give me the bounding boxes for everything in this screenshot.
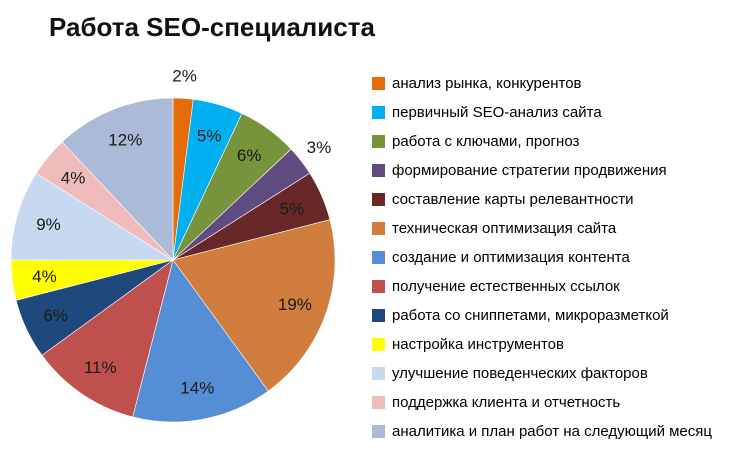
legend-label: формирование стратегии продвижения xyxy=(392,162,667,179)
legend-label: создание и оптимизация контента xyxy=(392,249,630,266)
legend-label: получение естественных ссылок xyxy=(392,278,620,295)
legend-item-6: техническая оптимизация сайта xyxy=(372,214,744,243)
legend-swatch-icon xyxy=(372,193,385,206)
legend-item-13: аналитика и план работ на следующий меся… xyxy=(372,417,744,446)
pie-slice-6 xyxy=(172,219,336,392)
legend-item-3: работа с ключами, прогноз xyxy=(372,127,744,156)
legend-swatch-icon xyxy=(372,164,385,177)
pie-slice-8 xyxy=(41,259,174,418)
legend-item-7: создание и оптимизация контента xyxy=(372,243,744,272)
pie-label-8: 11% xyxy=(84,358,117,377)
legend-item-12: поддержка клиента и отчетность xyxy=(372,388,744,417)
legend-item-9: работа со сниппетами, микроразметкой xyxy=(372,301,744,330)
legend-swatch-icon xyxy=(372,425,385,438)
legend-item-8: получение естественных ссылок xyxy=(372,272,744,301)
legend-label: поддержка клиента и отчетность xyxy=(392,394,621,411)
pie-label-7: 14% xyxy=(180,378,214,397)
pie-label-9: 6% xyxy=(43,306,68,325)
legend-label: настройка инструментов xyxy=(392,336,564,353)
legend-label: анализ рынка, конкурентов xyxy=(392,75,582,92)
pie-label-3: 6% xyxy=(237,146,262,165)
legend-swatch-icon xyxy=(372,367,385,380)
pie-label-12: 4% xyxy=(61,168,86,187)
pie-slice-13 xyxy=(61,97,174,261)
legend-label: работа с ключами, прогноз xyxy=(392,133,580,150)
legend-swatch-icon xyxy=(372,135,385,148)
legend-label: работа со сниппетами, микроразметкой xyxy=(392,307,669,324)
legend-item-2: первичный SEO-анализ сайта xyxy=(372,98,744,127)
legend-label: улучшение поведенческих факторов xyxy=(392,365,648,382)
legend: анализ рынка, конкурентов первичный SEO-а… xyxy=(372,69,744,446)
pie-label-5: 5% xyxy=(280,200,305,219)
pie-label-13: 12% xyxy=(108,131,142,150)
pie-chart: 2% 5% 6% 3% 5% 19% 14% 11% 6% 4% 9% 4% 12% xyxy=(10,67,336,423)
legend-item-5: составление карты релевантности xyxy=(372,185,744,214)
chart-title: Работа SEO-специалиста xyxy=(49,12,375,42)
legend-label: техническая оптимизация сайта xyxy=(392,220,617,237)
legend-item-10: настройка инструментов xyxy=(372,330,744,359)
legend-swatch-icon xyxy=(372,251,385,264)
pie-label-11: 9% xyxy=(36,215,61,234)
legend-item-4: формирование стратегии продвижения xyxy=(372,156,744,185)
pie-label-4: 3% xyxy=(307,138,332,157)
pie-label-2: 5% xyxy=(197,127,222,146)
legend-swatch-icon xyxy=(372,77,385,90)
legend-swatch-icon xyxy=(372,106,385,119)
pie-label-10: 4% xyxy=(32,267,57,286)
pie-label-1: 2% xyxy=(172,67,197,86)
pie-slice-11 xyxy=(10,172,175,261)
legend-label: аналитика и план работ на следующий меся… xyxy=(392,423,712,440)
legend-swatch-icon xyxy=(372,309,385,322)
legend-swatch-icon xyxy=(372,280,385,293)
legend-label: составление карты релевантности xyxy=(392,191,634,208)
legend-item-1: анализ рынка, конкурентов xyxy=(372,69,744,98)
pie-label-6: 19% xyxy=(278,295,312,314)
pie-slice-7 xyxy=(132,259,269,423)
legend-swatch-icon xyxy=(372,396,385,409)
legend-swatch-icon xyxy=(372,222,385,235)
legend-swatch-icon xyxy=(372,338,385,351)
legend-item-11: улучшение поведенческих факторов xyxy=(372,359,744,388)
legend-label: первичный SEO-анализ сайта xyxy=(392,104,602,121)
